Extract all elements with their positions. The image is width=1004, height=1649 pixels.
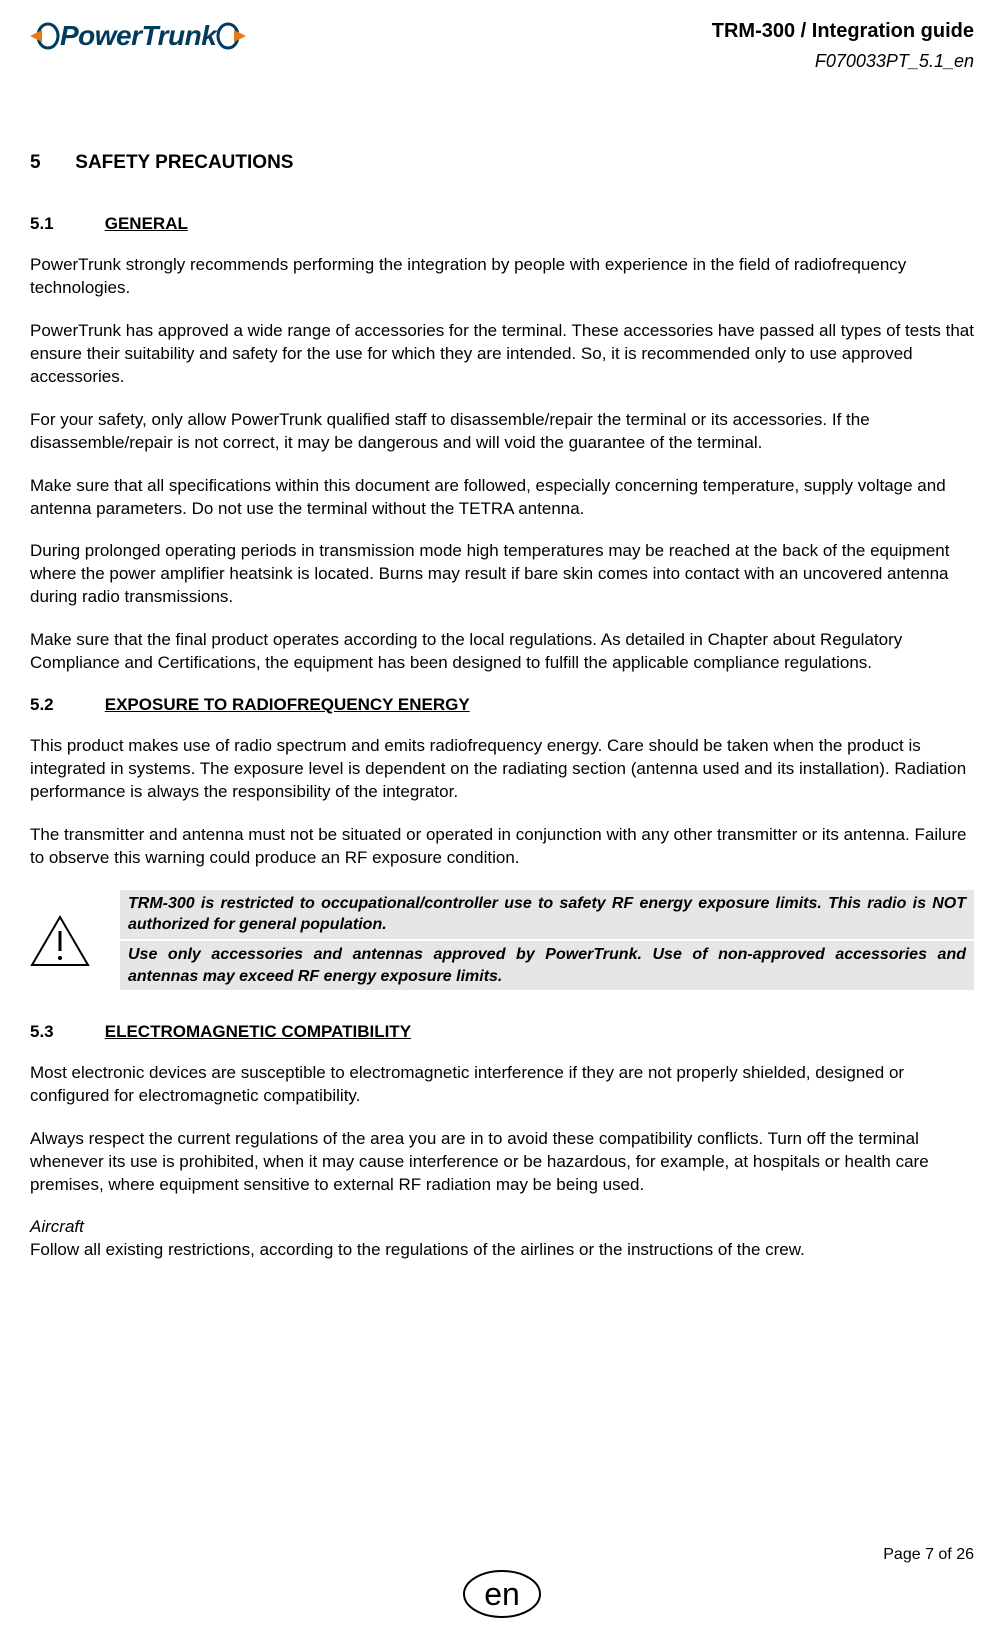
caution-triangle-icon	[30, 915, 90, 967]
subsection-name: EXPOSURE TO RADIOFREQUENCY ENERGY	[105, 695, 470, 714]
subsection-heading: 5.3 ELECTROMAGNETIC COMPATIBILITY	[30, 1022, 974, 1042]
body-paragraph: During prolonged operating periods in tr…	[30, 540, 974, 609]
subsection-name: GENERAL	[105, 214, 188, 233]
body-paragraph: For your safety, only allow PowerTrunk q…	[30, 409, 974, 455]
page-header: PowerTrunk TRM-300 / Integration guide F…	[30, 20, 974, 72]
warning-text: TRM-300 is restricted to occupational/co…	[120, 890, 974, 939]
header-meta: TRM-300 / Integration guide F070033PT_5.…	[712, 20, 974, 72]
subsection-number: 5.1	[30, 214, 100, 234]
logo-arrow-left-icon	[30, 22, 60, 50]
subsection-general: 5.1 GENERAL PowerTrunk strongly recommen…	[30, 214, 974, 675]
language-badge: en	[462, 1569, 542, 1619]
language-code: en	[484, 1576, 520, 1613]
warning-content: TRM-300 is restricted to occupational/co…	[120, 890, 974, 992]
body-paragraph: Make sure that all specifications within…	[30, 475, 974, 521]
body-paragraph: This product makes use of radio spectrum…	[30, 735, 974, 804]
logo-arrow-right-icon	[216, 22, 246, 50]
subsection-heading: 5.2 EXPOSURE TO RADIOFREQUENCY ENERGY	[30, 695, 974, 715]
subsection-rf-exposure: 5.2 EXPOSURE TO RADIOFREQUENCY ENERGY Th…	[30, 695, 974, 992]
body-paragraph: The transmitter and antenna must not be …	[30, 824, 974, 870]
section-heading: 5 SAFETY PRECAUTIONS	[30, 152, 974, 174]
subsection-emc: 5.3 ELECTROMAGNETIC COMPATIBILITY Most e…	[30, 1022, 974, 1262]
body-paragraph: Always respect the current regulations o…	[30, 1128, 974, 1197]
section-number: 5	[30, 152, 70, 174]
document-reference: F070033PT_5.1_en	[712, 51, 974, 72]
subsection-number: 5.2	[30, 695, 100, 715]
warning-callout: TRM-300 is restricted to occupational/co…	[30, 890, 974, 992]
body-paragraph: PowerTrunk has approved a wide range of …	[30, 320, 974, 389]
section-name: SAFETY PRECAUTIONS	[75, 152, 293, 173]
document-title: TRM-300 / Integration guide	[712, 20, 974, 43]
body-paragraph: Make sure that the final product operate…	[30, 629, 974, 675]
body-paragraph: Follow all existing restrictions, accord…	[30, 1239, 974, 1262]
subsection-number: 5.3	[30, 1022, 100, 1042]
subsection-heading: 5.1 GENERAL	[30, 214, 974, 234]
inline-heading: Aircraft	[30, 1217, 974, 1237]
page-footer: Page 7 of 26 en	[30, 1546, 974, 1619]
brand-logo: PowerTrunk	[30, 20, 246, 52]
body-paragraph: PowerTrunk strongly recommends performin…	[30, 254, 974, 300]
warning-text: Use only accessories and antennas approv…	[120, 941, 974, 990]
page-number: Page 7 of 26	[30, 1546, 974, 1564]
body-paragraph: Most electronic devices are susceptible …	[30, 1062, 974, 1108]
subsection-name: ELECTROMAGNETIC COMPATIBILITY	[105, 1022, 411, 1041]
logo-text: PowerTrunk	[60, 20, 216, 52]
